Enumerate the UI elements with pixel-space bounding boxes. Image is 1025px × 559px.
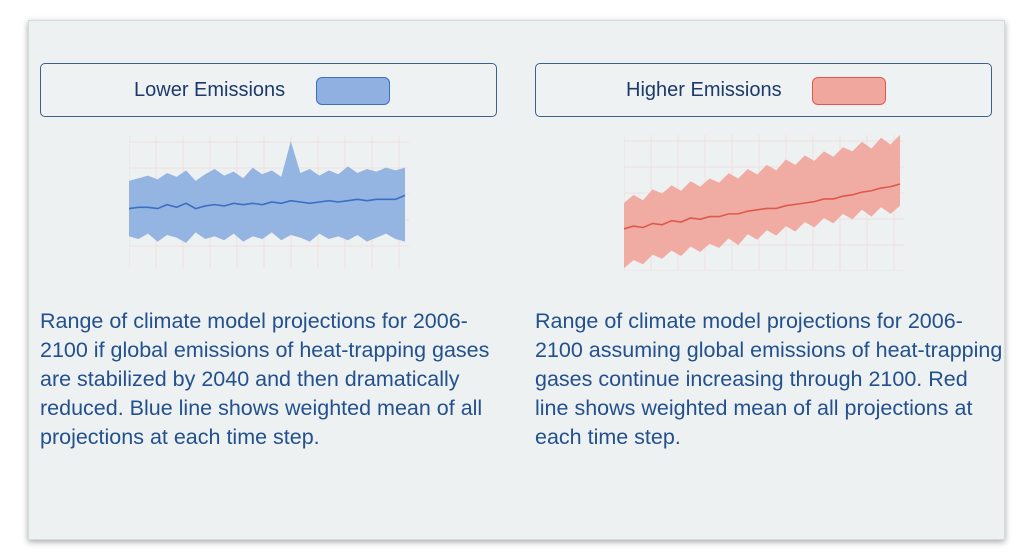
legend-button[interactable]: Lower Emissions	[40, 63, 497, 117]
mean-line	[624, 183, 901, 230]
description: Range of climate model projections for 2…	[40, 309, 490, 449]
panel: Lower Emissions Higher Emissions Range o…	[28, 20, 1005, 540]
legend-swatch	[316, 77, 390, 105]
chart	[129, 136, 409, 268]
range-band	[624, 135, 900, 269]
legend-label: Lower Emissions	[134, 79, 286, 101]
legend-label: Higher Emissions	[626, 79, 782, 101]
legend-swatch	[812, 77, 886, 105]
range-band	[129, 141, 405, 243]
legend-button[interactable]: Higher Emissions	[535, 63, 992, 117]
mean-line	[129, 194, 406, 210]
chart	[624, 135, 904, 271]
description: Range of climate model projections for 2…	[535, 309, 1003, 449]
